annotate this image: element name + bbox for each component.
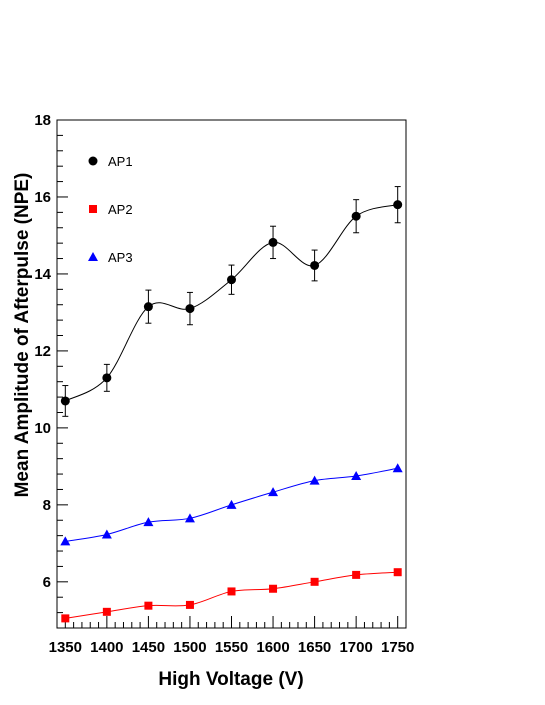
data-point-ap2 bbox=[185, 600, 194, 609]
x-tick-label: 1750 bbox=[381, 639, 414, 656]
data-point-ap3 bbox=[143, 517, 154, 527]
y-axis-title: Mean Amplitude of Afterpulse (NPE) bbox=[12, 173, 33, 498]
data-point-ap1 bbox=[268, 237, 278, 247]
x-tick-label: 1450 bbox=[132, 639, 165, 656]
y-tick-label: 18 bbox=[34, 112, 51, 129]
series-markers bbox=[60, 186, 403, 623]
data-point-ap1 bbox=[227, 275, 236, 285]
data-point-ap2 bbox=[61, 614, 70, 623]
y-tick-label: 10 bbox=[34, 420, 51, 437]
data-point-ap1 bbox=[60, 396, 70, 406]
data-point-ap2 bbox=[352, 570, 361, 579]
data-point-ap3 bbox=[60, 536, 71, 546]
y-tick-label: 8 bbox=[43, 497, 51, 514]
x-tick-label: 1350 bbox=[49, 639, 82, 656]
data-point-ap3 bbox=[226, 499, 237, 509]
data-point-ap3 bbox=[309, 475, 320, 485]
x-tick-label: 1500 bbox=[173, 639, 206, 656]
y-tick-label: 16 bbox=[34, 189, 51, 206]
data-point-ap1 bbox=[351, 211, 361, 221]
data-point-ap1 bbox=[310, 260, 320, 270]
legend-marker-ap3 bbox=[88, 252, 98, 261]
y-tick-label: 14 bbox=[34, 266, 51, 283]
legend-marker-ap2 bbox=[89, 205, 97, 213]
data-point-ap2 bbox=[393, 568, 402, 577]
data-point-ap3 bbox=[351, 470, 362, 480]
data-point-ap1 bbox=[185, 304, 195, 314]
series-line-ap1 bbox=[65, 204, 398, 402]
data-point-ap2 bbox=[310, 577, 319, 586]
x-axis-title: High Voltage (V) bbox=[158, 669, 303, 690]
axis-ticks: 1350 1400 1450 1500 1550 1600 1650 1700 1750 6 8 10… bbox=[34, 112, 414, 656]
legend-label-ap3: AP3 bbox=[108, 250, 133, 265]
data-point-ap1 bbox=[102, 373, 112, 383]
x-tick-label: 1550 bbox=[215, 639, 248, 656]
data-point-ap2 bbox=[269, 584, 278, 593]
data-point-ap2 bbox=[102, 607, 111, 616]
x-tick-label: 1700 bbox=[339, 639, 372, 656]
data-point-ap3 bbox=[392, 463, 403, 473]
data-point-ap2 bbox=[144, 601, 153, 610]
legend-marker-ap1 bbox=[88, 156, 98, 166]
data-point-ap3 bbox=[184, 513, 195, 523]
legend: AP1 AP2 AP3 bbox=[88, 154, 133, 265]
data-point-ap2 bbox=[227, 587, 236, 596]
y-tick-label: 6 bbox=[43, 574, 51, 591]
data-point-ap3 bbox=[101, 529, 112, 539]
x-tick-label: 1600 bbox=[256, 639, 289, 656]
y-tick-label: 12 bbox=[34, 343, 51, 360]
legend-label-ap2: AP2 bbox=[108, 202, 133, 217]
x-tick-label: 1400 bbox=[90, 639, 123, 656]
x-tick-label: 1650 bbox=[298, 639, 331, 656]
data-point-ap3 bbox=[268, 487, 279, 497]
data-point-ap1 bbox=[393, 200, 403, 210]
legend-label-ap1: AP1 bbox=[108, 154, 133, 169]
data-point-ap1 bbox=[143, 302, 153, 312]
